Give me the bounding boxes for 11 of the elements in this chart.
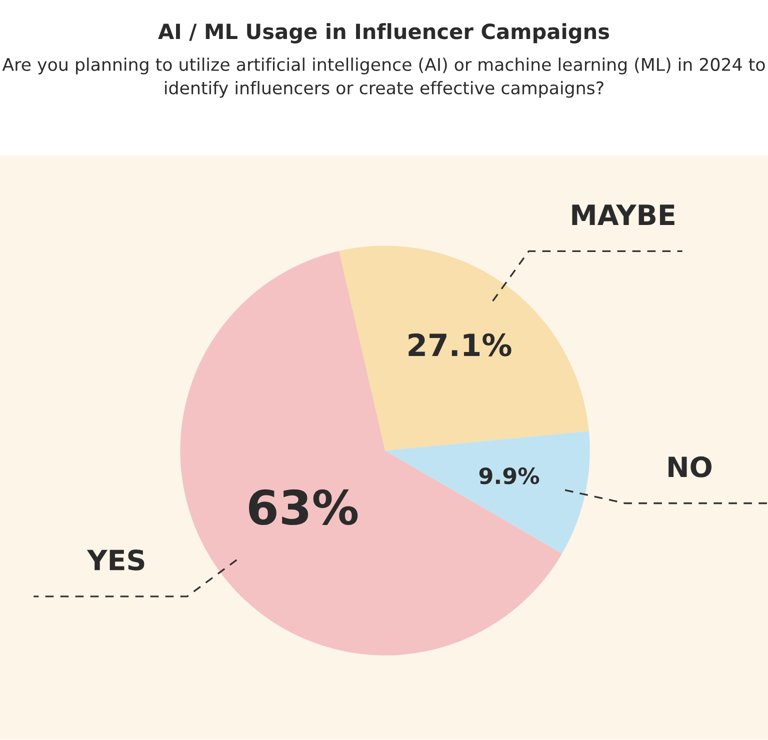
pie-slice bbox=[180, 251, 562, 656]
pie-slice bbox=[385, 431, 590, 554]
slice-label: MAYBE bbox=[572, 204, 674, 225]
data-label: 63% bbox=[249, 489, 358, 526]
slice-label: YES bbox=[86, 550, 144, 571]
chart-title: AI / ML Usage in Influencer Campaigns bbox=[158, 23, 610, 44]
slice-label: NO bbox=[668, 456, 712, 478]
data-label: 27.1% bbox=[408, 333, 512, 356]
chart-subtitle: Are you planning to utilize artificial intelligence (AI) or machine learning (ML) in 2024 to identify influencers or create effective campaigns? bbox=[2, 58, 765, 98]
data-label: 9.9% bbox=[479, 467, 540, 484]
pie-slice bbox=[338, 246, 589, 451]
